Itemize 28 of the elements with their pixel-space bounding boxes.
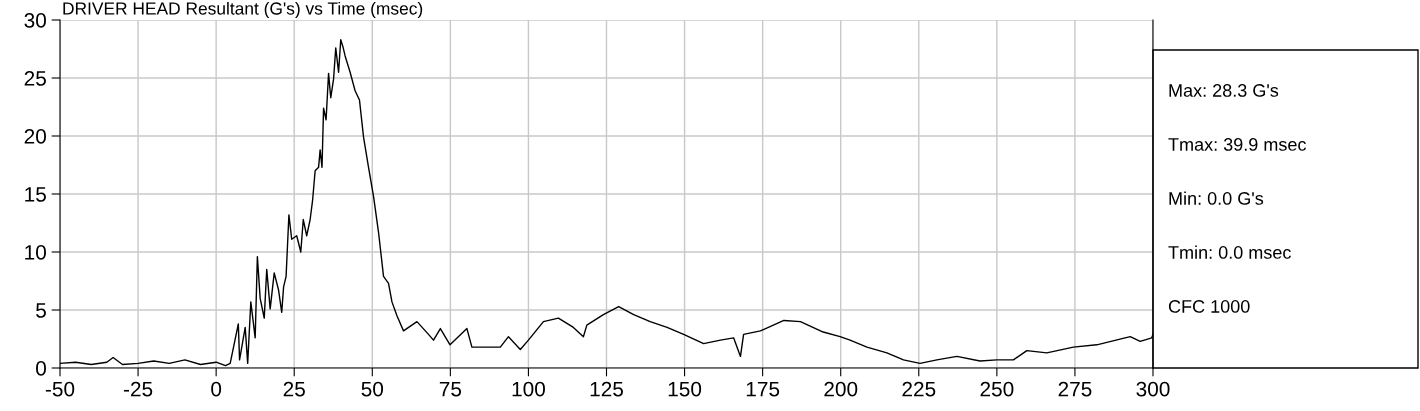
y-tick-label: 5	[36, 303, 46, 318]
x-tick-label: 300	[1136, 381, 1170, 397]
y-tick-label: 15	[25, 187, 46, 202]
text: Max: 28.3 G's	[1169, 84, 1279, 97]
x-tick-label: 0	[211, 381, 222, 397]
x-tick-label: 50	[361, 381, 384, 397]
y-tick-label: 10	[25, 245, 46, 260]
x-tick-label: 150	[668, 381, 702, 397]
x-tick-label: 225	[902, 381, 936, 397]
x-tick-label: 250	[980, 381, 1014, 397]
y-tick-label: 20	[24, 129, 46, 144]
x-tick-label: 175	[746, 381, 780, 397]
chart-title: DRIVER HEAD Resultant (G's) vs Time (msec)	[63, 1, 423, 19]
x-tick-label: -50	[45, 381, 75, 397]
text: Min: 0.0 G's	[1169, 191, 1264, 205]
x-tick-label: -25	[123, 381, 153, 397]
y-tick-label: 30	[24, 13, 46, 28]
text: Tmax: 39.9 msec	[1168, 138, 1306, 151]
text: CFC 1000	[1168, 300, 1250, 313]
y-tick-label: 0	[36, 361, 46, 376]
x-tick-label: 25	[283, 381, 305, 397]
text: Tmin: 0.0 msec	[1168, 245, 1291, 259]
x-tick-label: 75	[439, 381, 462, 397]
y-tick-label: 25	[24, 71, 46, 86]
x-tick-label: 275	[1058, 381, 1092, 397]
x-tick-label: 200	[824, 381, 858, 397]
x-tick-label: 125	[590, 381, 624, 397]
x-tick-label: 100	[512, 381, 545, 397]
